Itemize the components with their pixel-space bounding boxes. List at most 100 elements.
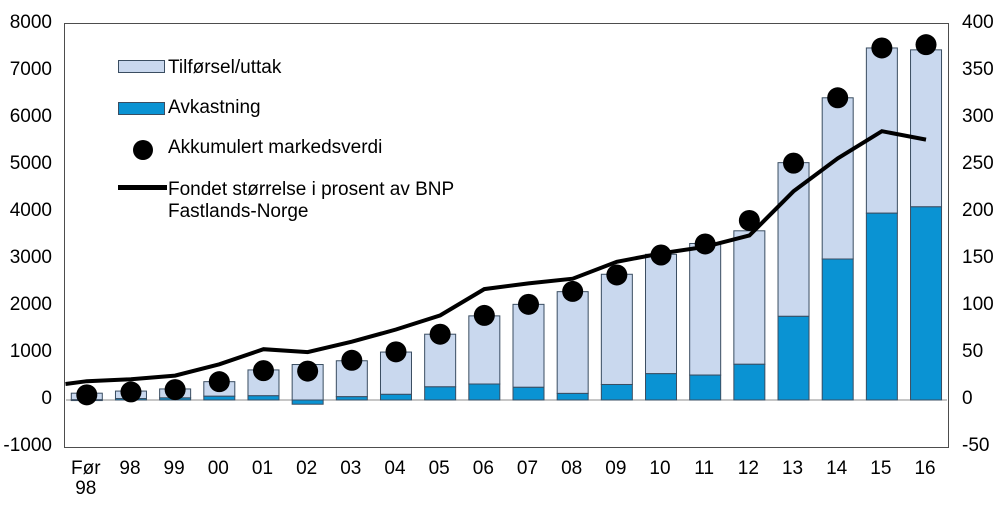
y-axis-right-tick: 150 (962, 247, 994, 268)
bar-tilforsel-uttak (733, 230, 766, 365)
legend-label-bnp: Fondet størrelse i prosent av BNP Fastla… (168, 179, 454, 222)
x-axis-tick: 10 (649, 458, 671, 479)
y-axis-left-tick: 0 (41, 388, 52, 409)
x-axis-tick: 05 (428, 458, 450, 479)
x-axis-tick: 07 (516, 458, 539, 479)
y-axis-left-tick: 1000 (9, 341, 52, 362)
bar-avkastning (203, 395, 236, 401)
y-axis-left: 8000 7000 6000 5000 4000 3000 2000 1000 0 -1000 (0, 0, 52, 516)
dot-akkumulert-markedsverdi (871, 37, 893, 59)
legend-label-markedsverdi: Akkumulert markedsverdi (168, 137, 383, 158)
dot-akkumulert-markedsverdi (341, 349, 363, 371)
x-axis-tick: 98 (119, 458, 141, 479)
bar-avkastning (512, 386, 545, 401)
legend-label-tilforsel: Tilførsel/uttak (168, 57, 282, 78)
y-axis-left-tick: 8000 (9, 12, 52, 33)
bar-tilforsel-uttak (821, 97, 854, 260)
bar-avkastning (600, 383, 633, 401)
bar-avkastning (468, 383, 501, 401)
y-axis-right-tick: 300 (962, 106, 994, 127)
bar-avkastning (556, 392, 589, 401)
y-axis-right-tick: 250 (962, 153, 994, 174)
dot-akkumulert-markedsverdi (473, 304, 495, 326)
y-axis-right-tick: 50 (962, 341, 984, 362)
bar-tilforsel-uttak (335, 360, 368, 398)
y-axis-right-tick: 100 (962, 294, 994, 315)
y-axis-right-tick: 400 (962, 12, 994, 33)
dot-akkumulert-markedsverdi (297, 360, 319, 382)
x-axis-tick: 99 (163, 458, 185, 479)
legend-swatch-tilforsel (118, 60, 165, 73)
x-axis-tick: 12 (737, 458, 759, 479)
dot-akkumulert-markedsverdi (120, 381, 142, 403)
x-axis-tick: 15 (870, 458, 892, 479)
bar-avkastning (910, 206, 943, 401)
x-axis-tick: Før 98 (71, 458, 101, 499)
dot-akkumulert-markedsverdi (606, 264, 628, 286)
y-axis-left-tick: 6000 (9, 106, 52, 127)
bar-avkastning (424, 386, 457, 401)
y-axis-left-tick: 5000 (9, 153, 52, 174)
line-bnp-prosent (65, 129, 927, 386)
bar-tilforsel-uttak (645, 253, 678, 375)
bar-tilforsel-uttak (468, 315, 501, 385)
bar-avkastning-negative (291, 399, 324, 405)
dot-akkumulert-markedsverdi (164, 379, 186, 401)
x-axis-tick: 04 (384, 458, 406, 479)
bar-avkastning (645, 373, 678, 401)
x-axis-tick: 11 (694, 458, 715, 479)
x-axis-tick: 13 (781, 458, 804, 479)
bar-tilforsel-uttak (600, 273, 633, 385)
dot-akkumulert-markedsverdi (429, 323, 451, 345)
dot-akkumulert-markedsverdi (76, 384, 98, 406)
dot-akkumulert-markedsverdi (827, 87, 849, 109)
x-axis-tick: 01 (251, 458, 274, 479)
y-axis-left-tick: -1000 (3, 435, 52, 456)
plot-area (64, 23, 949, 448)
bar-avkastning (335, 396, 368, 401)
dot-akkumulert-markedsverdi (650, 244, 672, 266)
bar-tilforsel-uttak (777, 162, 810, 317)
x-axis-tick: 14 (826, 458, 848, 479)
bar-tilforsel-uttak (512, 303, 545, 388)
x-axis-tick: 08 (561, 458, 583, 479)
legend-label-avkastning: Avkastning (168, 97, 261, 118)
x-axis-tick: 00 (207, 458, 229, 479)
legend-dot-icon (133, 140, 153, 160)
y-axis-right-tick: 0 (962, 388, 973, 409)
dot-akkumulert-markedsverdi (694, 233, 716, 255)
y-axis-left-tick: 4000 (9, 200, 52, 221)
bar-avkastning (821, 258, 854, 401)
legend-swatch-avkastning (118, 102, 165, 115)
dot-akkumulert-markedsverdi (562, 280, 584, 302)
x-axis-tick: 02 (296, 458, 318, 479)
bar-tilforsel-uttak (910, 49, 943, 208)
x-axis-tick: 06 (472, 458, 494, 479)
dot-akkumulert-markedsverdi (252, 360, 274, 382)
x-axis-tick: 09 (605, 458, 627, 479)
bar-avkastning (689, 374, 722, 401)
x-axis-tick: 16 (914, 458, 936, 479)
y-axis-left-tick: 7000 (9, 59, 52, 80)
bar-avkastning (733, 363, 766, 401)
y-axis-left-tick: 3000 (9, 247, 52, 268)
bar-tilforsel-uttak (556, 291, 589, 394)
y-axis-right: 400 350 300 250 200 150 100 50 0 -50 (962, 0, 1000, 516)
bar-avkastning (777, 315, 810, 401)
y-axis-right-tick: 200 (962, 200, 994, 221)
dot-akkumulert-markedsverdi (208, 371, 230, 393)
dot-akkumulert-markedsverdi (915, 34, 937, 56)
dot-akkumulert-markedsverdi (738, 209, 760, 231)
bar-avkastning (865, 212, 898, 401)
x-axis-tick: 03 (340, 458, 362, 479)
y-axis-right-tick: -50 (962, 435, 990, 456)
dot-akkumulert-markedsverdi (385, 341, 407, 363)
dot-akkumulert-markedsverdi (783, 152, 805, 174)
bar-tilforsel-uttak (689, 242, 722, 376)
bar-avkastning (247, 395, 280, 401)
x-axis: Før 98 98 99 00 01 02 03 04 05 06 07 08 09 10 11 12 13 14… (64, 459, 947, 509)
y-axis-right-tick: 350 (962, 59, 994, 80)
y-axis-left-tick: 2000 (9, 294, 52, 315)
legend-line-icon (118, 185, 167, 190)
